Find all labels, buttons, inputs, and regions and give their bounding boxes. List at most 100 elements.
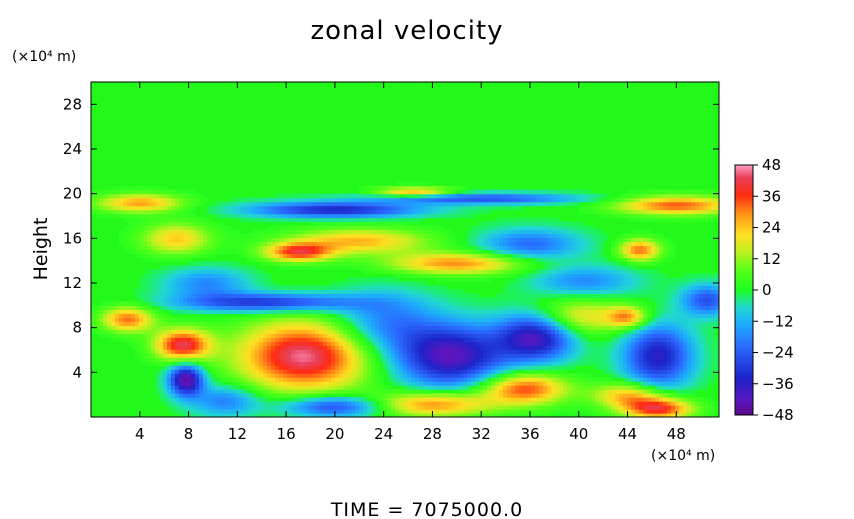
heatmap-cell [307, 321, 312, 326]
heatmap-cell [471, 381, 476, 386]
heatmap-cell [371, 413, 376, 417]
heatmap-cell [427, 345, 432, 350]
heatmap-cell [635, 277, 640, 283]
heatmap-cell [403, 341, 408, 346]
heatmap-cell [691, 385, 696, 390]
heatmap-cell [683, 365, 688, 370]
heatmap-cell [311, 377, 316, 382]
heatmap-cell [163, 377, 168, 382]
heatmap-cell [491, 321, 496, 326]
heatmap-cell [243, 293, 248, 298]
heatmap-cell [359, 369, 364, 374]
heatmap-cell [327, 377, 332, 382]
heatmap-cell [511, 333, 516, 338]
heatmap-cell [483, 397, 488, 402]
heatmap-cell [267, 381, 272, 386]
heatmap-cell [531, 369, 536, 374]
heatmap-cell [319, 373, 324, 378]
heatmap-cell [99, 325, 104, 330]
heatmap-cell [423, 377, 428, 382]
heatmap-cell [415, 297, 420, 302]
heatmap-cell [223, 349, 228, 354]
heatmap-cell [603, 345, 608, 350]
heatmap-cell [575, 409, 580, 414]
heatmap-cell [495, 393, 500, 398]
heatmap-cell [603, 353, 608, 358]
heatmap-cell [175, 305, 180, 310]
heatmap-cell [495, 321, 500, 326]
heatmap-cell [215, 293, 220, 298]
heatmap-cell [419, 357, 424, 362]
heatmap-cell [551, 405, 556, 410]
heatmap-cell [279, 365, 284, 370]
heatmap-cell [579, 373, 584, 378]
heatmap-cell [431, 293, 436, 298]
heatmap-cell [163, 345, 168, 350]
heatmap-cell [163, 393, 168, 398]
heatmap-cell [643, 349, 648, 354]
heatmap-cell [127, 321, 132, 326]
heatmap-cell [247, 413, 252, 417]
heatmap-cell [431, 289, 436, 294]
heatmap-cell [335, 285, 340, 290]
heatmap-cell [255, 397, 260, 402]
heatmap-cell [579, 381, 584, 386]
heatmap-cell [683, 321, 688, 326]
heatmap-cell [343, 373, 348, 378]
heatmap-cell [707, 357, 712, 362]
heatmap-cell [611, 313, 616, 318]
heatmap-cell [163, 401, 168, 406]
heatmap-cell [339, 413, 344, 417]
heatmap-cell [239, 377, 244, 382]
heatmap-cell [567, 373, 572, 378]
heatmap-cell [219, 301, 224, 306]
heatmap-cell [171, 281, 176, 286]
heatmap-cell [671, 333, 676, 338]
heatmap-cell [599, 297, 604, 302]
heatmap-cell [427, 297, 432, 302]
heatmap-cell [663, 385, 668, 390]
heatmap-cell [539, 309, 544, 314]
heatmap-cell [239, 289, 244, 294]
heatmap-cell [699, 273, 704, 279]
heatmap-cell [339, 357, 344, 362]
heatmap-cell [259, 413, 264, 417]
heatmap-cell [159, 277, 164, 283]
heatmap-cell [259, 293, 264, 298]
heatmap-cell [355, 365, 360, 370]
heatmap-cell [439, 273, 444, 279]
heatmap-cell [511, 301, 516, 306]
heatmap-cell [227, 341, 232, 346]
heatmap-cell [163, 277, 168, 283]
heatmap-cell [259, 285, 264, 290]
heatmap-cell [295, 289, 300, 294]
heatmap-cell [451, 313, 456, 318]
heatmap-cell [131, 333, 136, 338]
heatmap-cell [415, 313, 420, 318]
heatmap-cell [159, 333, 164, 338]
heatmap-cell [203, 309, 208, 314]
heatmap-cell [559, 377, 564, 382]
heatmap-cell [359, 305, 364, 310]
heatmap-cell [651, 277, 656, 283]
heatmap-cell [555, 273, 560, 279]
heatmap-cell [519, 365, 524, 370]
heatmap-cell [463, 369, 468, 374]
heatmap-cell [575, 349, 580, 354]
heatmap-cell [147, 273, 152, 279]
heatmap-cell [535, 341, 540, 346]
heatmap-cell [387, 277, 392, 283]
heatmap-cell [603, 277, 608, 283]
heatmap-cell [371, 289, 376, 294]
heatmap-cell [447, 381, 452, 386]
heatmap-cell [663, 285, 668, 290]
heatmap-cell [547, 405, 552, 410]
heatmap-cell [231, 393, 236, 398]
heatmap-cell [367, 381, 372, 386]
heatmap-cell [611, 357, 616, 362]
heatmap-cell [283, 349, 288, 354]
heatmap-cell [167, 389, 172, 394]
heatmap-cell [375, 341, 380, 346]
heatmap-cell [151, 333, 156, 338]
heatmap-cell [443, 289, 448, 294]
